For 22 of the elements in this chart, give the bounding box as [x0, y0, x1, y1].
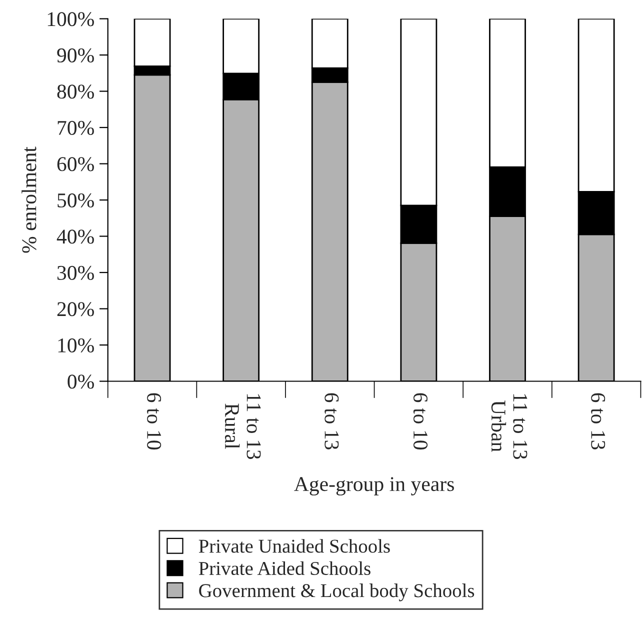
x-axis-title: Age-group in years: [294, 477, 454, 496]
y-axis-title: % enrolment: [22, 146, 36, 253]
legend-label: Private Unaided Schools: [198, 539, 390, 553]
legend-label: Government & Local body Schools: [199, 584, 474, 602]
y-tick-label: 30%: [57, 266, 94, 280]
y-tick-label: 0%: [68, 374, 94, 389]
y-tick-label: 100%: [48, 12, 94, 26]
x-tick-label: 11 to 13 Rural: [224, 394, 261, 460]
x-tick-label: 6 to 13: [324, 393, 339, 450]
y-tick-label: 60%: [57, 157, 94, 172]
x-tick-label: 6 to 13: [591, 393, 606, 450]
x-tick-label: 6 to 10: [413, 393, 428, 450]
legend-label: Private Aided Schools: [198, 561, 370, 576]
y-tick-label: 90%: [57, 48, 94, 62]
y-tick-label: 20%: [57, 302, 94, 316]
x-tick-label: 6 to 10: [147, 393, 162, 450]
x-tick-label: 11 to 13 Urban: [491, 394, 528, 460]
y-tick-label: 10%: [58, 338, 94, 352]
y-tick-label: 40%: [56, 230, 94, 244]
y-tick-label: 80%: [57, 84, 94, 99]
y-tick-label: 70%: [58, 120, 94, 135]
y-tick-label: 50%: [58, 193, 94, 208]
